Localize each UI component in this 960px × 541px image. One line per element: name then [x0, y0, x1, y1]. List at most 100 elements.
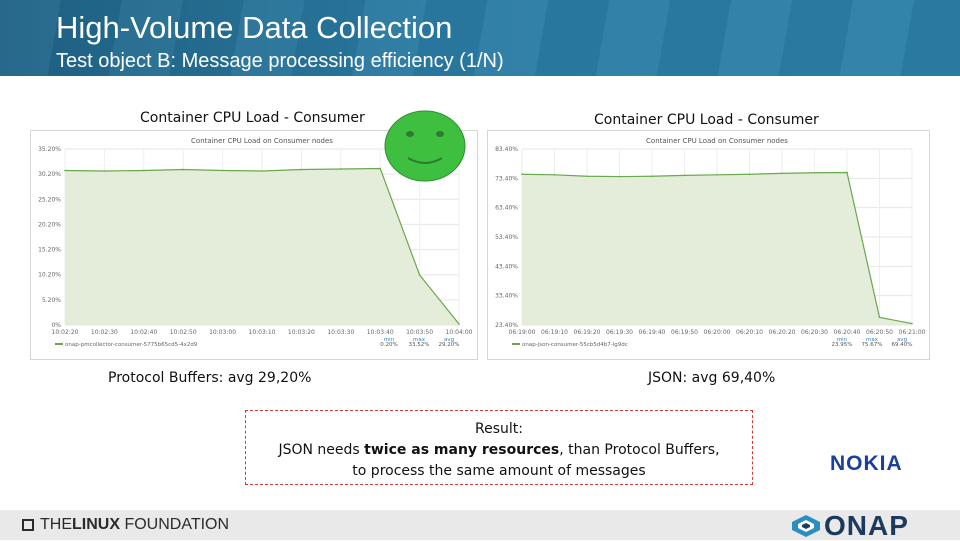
data-point	[716, 174, 718, 176]
lf-bold: LINUX	[72, 516, 120, 533]
result-line-1-bold: twice as many resources	[364, 442, 560, 458]
x-tick-label: 10:03:50	[406, 329, 433, 336]
data-point	[911, 322, 913, 325]
result-line-1-post: , than Protocol Buffers,	[559, 442, 720, 458]
x-tick-label: 10:02:20	[52, 329, 79, 336]
result-line-1: JSON needs twice as many resources, than…	[246, 440, 752, 461]
nokia-logo: NOKIA	[830, 452, 903, 475]
x-tick-label: 06:19:50	[671, 329, 698, 336]
x-tick-label: 10:03:10	[249, 329, 276, 336]
data-point	[553, 174, 556, 176]
x-tick-label: 06:19:20	[574, 329, 601, 336]
result-line-1-pre: JSON needs	[278, 442, 365, 458]
slide-title: High-Volume Data Collection	[56, 10, 453, 45]
onap-logo-icon	[792, 515, 820, 537]
y-tick-label: 15.20%	[38, 247, 61, 254]
caption-json: JSON: avg 69,40%	[648, 370, 776, 386]
data-point	[182, 168, 184, 171]
onap-wordmark: ONAP	[824, 510, 909, 541]
x-tick-label: 06:20:20	[769, 329, 796, 336]
x-tick-label: 10:02:50	[170, 329, 197, 336]
result-box: Result: JSON needs twice as many resourc…	[245, 410, 753, 485]
stats-header: avg	[897, 337, 907, 343]
x-tick-label: 10:03:30	[327, 329, 354, 336]
result-heading: Result:	[475, 421, 523, 437]
data-point	[813, 171, 816, 174]
title-bar-texture	[0, 0, 960, 76]
x-tick-label: 10:03:20	[288, 329, 315, 336]
stats-header: max	[866, 337, 879, 343]
x-tick-label: 06:20:30	[801, 329, 828, 336]
legend-label: onap-json-consumer-55cb5d4b7-lg9dc	[522, 342, 628, 348]
onap-logo: ONAP	[790, 512, 909, 540]
x-tick-label: 06:19:40	[639, 329, 666, 336]
y-tick-label: 20.20%	[38, 221, 61, 228]
chart-panel-right: Container CPU Load on Consumer nodes 83.4…	[487, 130, 930, 360]
y-tick-label: 35.20%	[38, 146, 61, 153]
y-tick-label: 5.20%	[42, 297, 61, 304]
data-point	[143, 169, 145, 172]
x-tick-label: 06:21:00	[899, 329, 926, 336]
x-tick-label: 06:19:00	[509, 329, 536, 336]
y-tick-label: 53.40%	[495, 234, 518, 241]
y-tick-label: 25.20%	[38, 196, 61, 203]
y-tick-label: 23.40%	[495, 322, 518, 329]
chart-inner-title: Container CPU Load on Consumer nodes	[646, 137, 788, 145]
data-point	[781, 172, 783, 175]
data-point	[340, 168, 342, 170]
x-tick-label: 10:02:40	[130, 329, 157, 336]
stats-value: 69.40%	[892, 342, 913, 348]
x-tick-label: 10:04:00	[446, 329, 473, 336]
y-tick-label: 43.40%	[495, 263, 518, 270]
chart-inner-title: Container CPU Load on Consumer nodes	[191, 137, 333, 145]
data-point	[683, 174, 686, 177]
data-point	[379, 167, 382, 170]
data-point	[586, 175, 588, 178]
stats-header: max	[413, 337, 426, 343]
data-point	[64, 169, 66, 172]
y-tick-label: 33.40%	[495, 293, 518, 300]
x-tick-label: 06:19:30	[606, 329, 633, 336]
smiley-face-icon	[384, 110, 466, 182]
data-point	[748, 173, 751, 176]
chart-right-svg: Container CPU Load on Consumer nodes 83.4…	[495, 137, 926, 348]
stats-value: 0.20%	[380, 342, 397, 348]
stats-value: 29.20%	[439, 342, 460, 348]
stats-header: min	[384, 337, 395, 343]
x-tick-label: 06:20:10	[736, 329, 763, 336]
data-point	[458, 323, 460, 325]
data-point	[878, 316, 881, 319]
stats-value: 33.52%	[409, 342, 430, 348]
series-area	[65, 168, 459, 325]
chart-left-svg: Container CPU Load on Consumer nodes 35.2…	[38, 137, 473, 348]
stats-header: min	[837, 337, 848, 343]
x-tick-label: 10:03:40	[367, 329, 394, 336]
y-tick-label: 10.20%	[38, 272, 61, 279]
chart-heading-right: Container CPU Load - Consumer	[594, 112, 819, 128]
y-tick-label: 63.40%	[495, 205, 518, 212]
chart-heading-left: Container CPU Load - Consumer	[140, 110, 365, 126]
stats-value: 75.67%	[862, 342, 883, 348]
caption-protobuf: Protocol Buffers: avg 29,20%	[108, 370, 312, 386]
x-tick-label: 06:20:40	[834, 329, 861, 336]
stats-value: 23.95%	[832, 342, 853, 348]
data-point	[103, 170, 106, 172]
title-bar	[0, 0, 960, 76]
linux-foundation-mark-icon	[22, 519, 34, 531]
data-point	[261, 170, 263, 172]
data-point	[300, 168, 303, 171]
series-area	[522, 172, 912, 325]
data-point	[846, 171, 848, 174]
data-point	[618, 175, 621, 178]
y-tick-label: 73.40%	[495, 175, 518, 182]
x-tick-label: 10:02:30	[91, 329, 118, 336]
stats-header: avg	[444, 337, 454, 343]
chart-panel-left: Container CPU Load on Consumer nodes 35.2…	[30, 130, 478, 360]
x-tick-label: 10:03:00	[209, 329, 236, 336]
y-tick-label: 30.20%	[38, 171, 61, 178]
lf-prefix: THE	[40, 516, 72, 533]
data-point	[521, 173, 523, 176]
lf-suffix: FOUNDATION	[120, 516, 230, 533]
x-tick-label: 06:19:10	[541, 329, 568, 336]
slide-subtitle: Test object B: Message processing effici…	[56, 50, 504, 72]
